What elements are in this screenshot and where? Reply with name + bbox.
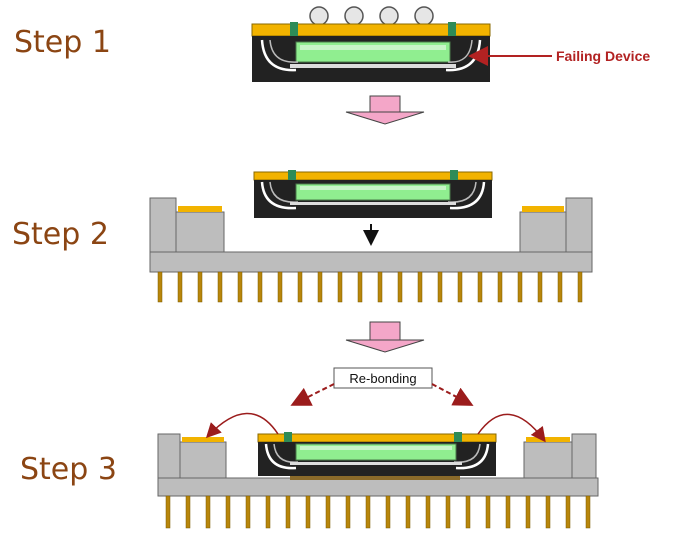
step-2-socket	[149, 197, 593, 303]
rebond-wires	[205, 412, 546, 443]
step-1-device	[251, 6, 491, 82]
step-3-label: Step 3	[20, 452, 117, 487]
failing-device-label: Failing Device	[556, 48, 650, 64]
step-2-device	[253, 170, 493, 218]
socket-pins-step-2	[157, 271, 583, 303]
step-3-device	[257, 432, 497, 480]
step-2-label: Step 2	[12, 217, 109, 252]
step-1-label: Step 1	[14, 25, 111, 60]
process-arrow-1	[345, 95, 425, 125]
socket-pins-step-3	[165, 495, 591, 529]
re-bonding-callout: Re-bonding	[290, 367, 474, 406]
failing-device-callout: Failing Device	[468, 46, 650, 66]
re-bonding-label: Re-bonding	[349, 371, 416, 386]
process-arrow-2	[345, 321, 425, 353]
solder-balls	[309, 6, 434, 26]
step-3-socket	[157, 433, 599, 529]
